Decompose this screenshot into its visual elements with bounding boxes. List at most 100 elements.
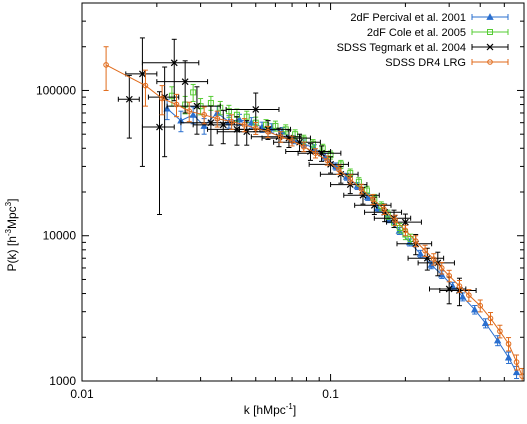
x-tick-label: 0.1: [322, 387, 339, 401]
data-point: [477, 302, 484, 309]
cross-stroke: [423, 254, 431, 262]
y-axis-label-end: ]: [5, 199, 19, 202]
data-point: [363, 187, 370, 194]
data-point: [512, 368, 521, 376]
legend: 2dF Percival et al. 2001 2dF Cole et al. …: [337, 12, 509, 69]
y-tick-label: 10000: [43, 229, 77, 243]
data-point: [138, 70, 146, 78]
data-point: [459, 292, 467, 300]
data-point: [358, 186, 365, 192]
data-point: [103, 62, 109, 68]
data-point: [471, 305, 479, 313]
series-3: [103, 46, 524, 381]
legend-marker: [486, 13, 494, 20]
legend-marker: [487, 59, 493, 65]
tick-labels: 0.01 0.1 1000 10000 100000: [36, 83, 339, 401]
cross-stroke: [346, 181, 354, 188]
x-axis-label-main: k [hMpc: [244, 403, 286, 417]
data-series: [103, 37, 524, 381]
data-point: [416, 250, 425, 257]
data-point: [324, 157, 331, 164]
data-point: [159, 95, 165, 102]
cross-stroke: [156, 123, 163, 131]
series-line: [105, 64, 523, 377]
data-point: [156, 123, 163, 131]
data-point: [519, 373, 524, 379]
data-point: [289, 138, 295, 144]
legend-marker: [487, 29, 493, 35]
y-tick-label: 1000: [49, 374, 76, 388]
data-point: [347, 176, 354, 182]
series-1: [168, 83, 414, 245]
data-point: [252, 106, 260, 113]
data-point: [402, 227, 409, 234]
x-axis-label: k [hMpc-1]: [244, 402, 296, 417]
data-point: [170, 59, 178, 67]
data-point: [243, 113, 250, 120]
cross-stroke: [370, 201, 378, 209]
data-point: [173, 101, 180, 108]
data-point: [493, 336, 502, 344]
data-point: [200, 122, 208, 129]
y-axis-label-sup2: 3: [4, 201, 13, 206]
data-point: [363, 193, 372, 200]
data-point: [504, 353, 513, 361]
series-0: [163, 98, 521, 380]
cross-stroke: [219, 121, 227, 129]
legend-entry: 2dF Percival et al. 2001: [350, 12, 509, 24]
data-point: [370, 196, 376, 203]
data-point: [252, 125, 259, 131]
y-tick-label: 100000: [36, 83, 76, 97]
data-point: [219, 121, 227, 129]
data-point: [422, 247, 428, 254]
data-point: [207, 99, 214, 106]
series-2: [117, 37, 477, 307]
cross-stroke: [125, 95, 133, 103]
cross-stroke: [138, 70, 146, 78]
cross-stroke: [486, 43, 494, 51]
data-point: [189, 110, 197, 118]
data-point: [438, 265, 445, 271]
legend-label: SDSS DR4 LRG: [385, 57, 466, 69]
legend-label: 2dF Cole et al. 2005: [367, 27, 466, 39]
x-axis-label-sup: -1: [286, 402, 294, 411]
data-point: [412, 238, 419, 244]
data-point: [370, 201, 378, 209]
tick-marks: [81, 2, 524, 382]
legend-label: SDSS Tegmark et al. 2004: [337, 42, 466, 54]
data-point: [430, 256, 437, 262]
data-point: [300, 143, 307, 150]
data-point: [186, 108, 193, 114]
y-axis-label-main: P(k) [h: [5, 236, 19, 271]
data-point: [296, 138, 303, 146]
legend-entry: SDSS Tegmark et al. 2004: [337, 42, 509, 54]
cross-stroke: [181, 78, 189, 86]
y-axis-label-sup1: -3: [4, 228, 13, 236]
legend-entry: 2dF Cole et al. 2005: [367, 27, 509, 39]
data-point: [125, 95, 133, 103]
cross-stroke: [170, 59, 178, 67]
data-point: [142, 82, 149, 89]
data-point: [381, 206, 387, 213]
data-point: [190, 89, 197, 96]
data-point: [228, 118, 235, 125]
data-point: [272, 122, 279, 129]
data-point: [481, 319, 490, 327]
data-point: [241, 122, 248, 128]
data-point: [277, 133, 284, 140]
y-axis-label-mid: Mpc: [5, 206, 19, 229]
y-axis-label: P(k) [h-3Mpc3]: [4, 199, 19, 272]
data-point: [214, 115, 221, 122]
data-point: [336, 166, 342, 173]
legend-marker: [486, 43, 494, 51]
cross-stroke: [445, 285, 453, 293]
cross-stroke: [359, 191, 367, 199]
x-axis-label-end: ]: [293, 403, 296, 417]
data-point: [497, 328, 503, 335]
cross-stroke: [327, 160, 334, 168]
data-point: [312, 150, 319, 156]
data-point: [487, 315, 494, 322]
legend-label: 2dF Percival et al. 2001: [350, 12, 466, 24]
x-tick-label: 0.01: [70, 387, 94, 401]
